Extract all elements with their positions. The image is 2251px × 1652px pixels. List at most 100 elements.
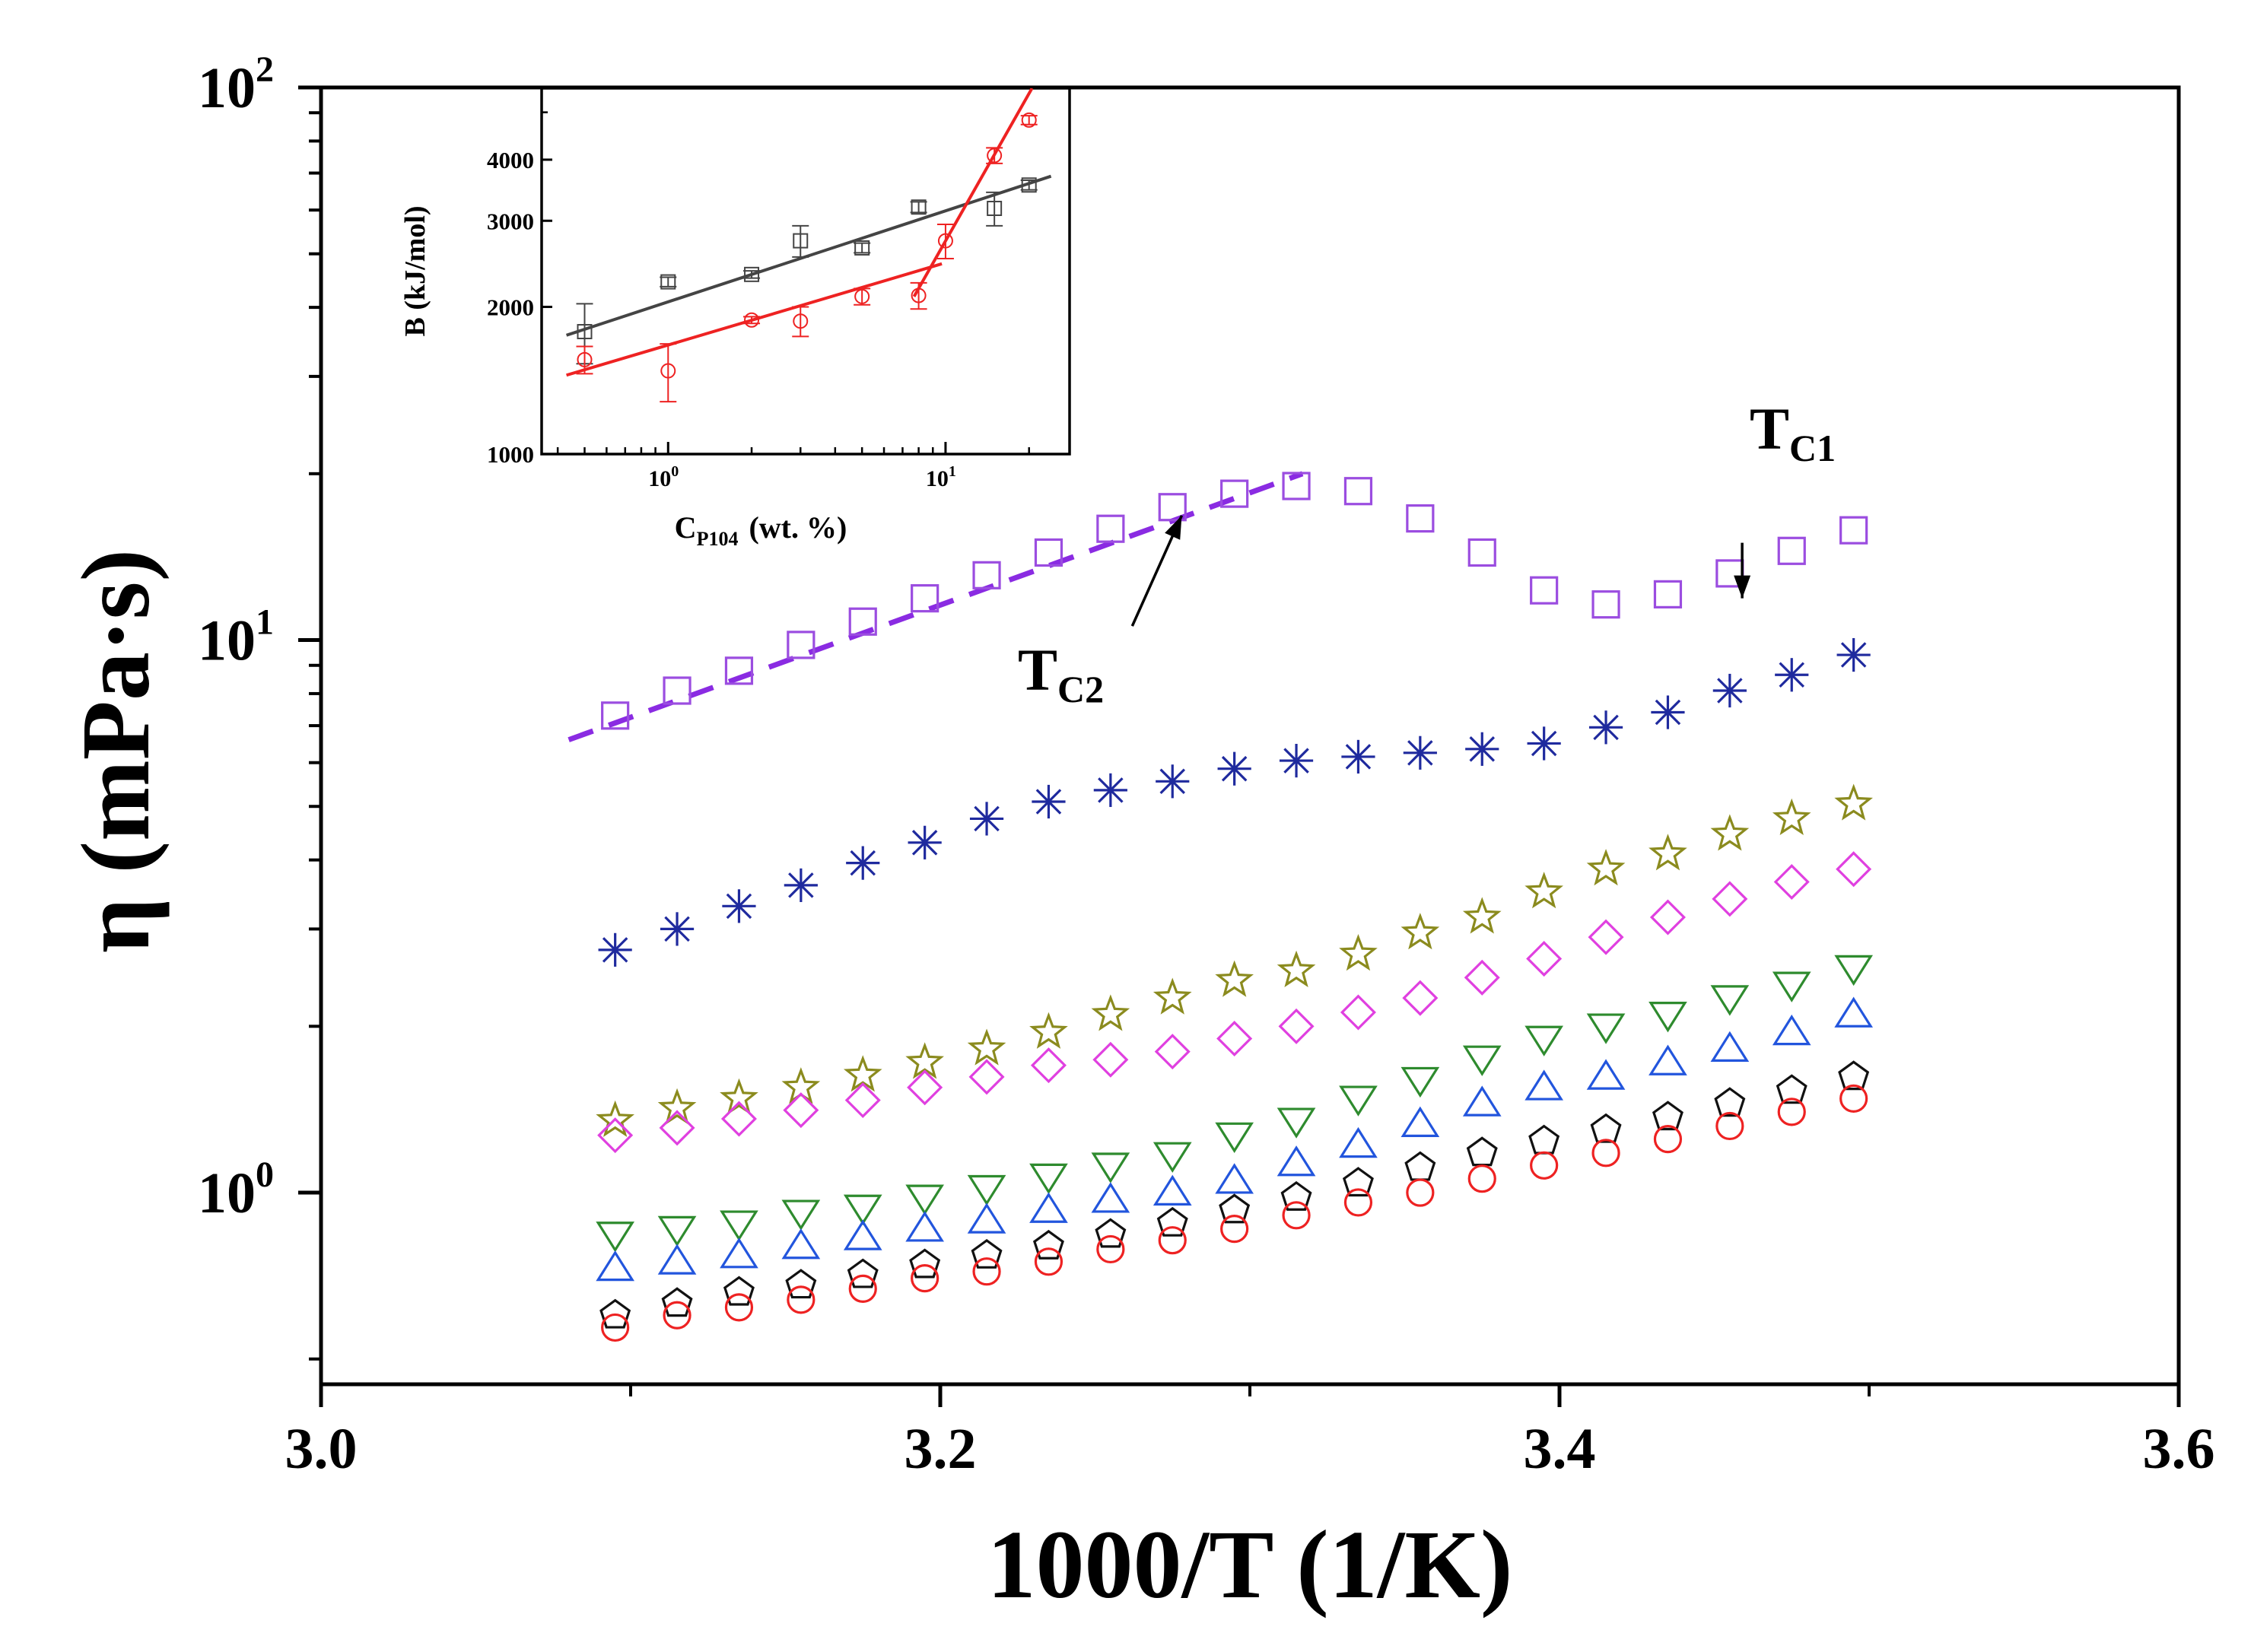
data-point — [1839, 1084, 1868, 1113]
data-point — [1712, 881, 1748, 917]
data-point — [972, 561, 1001, 589]
data-point-stroke — [1531, 730, 1557, 757]
data-point — [1219, 1193, 1251, 1224]
data-point — [969, 802, 1004, 836]
data-point — [1834, 783, 1873, 821]
data-point — [1091, 1182, 1130, 1213]
inset-x-axis-label-main: C — [675, 510, 697, 545]
inset-x-tick-exponent: 1 — [949, 463, 956, 480]
data-point — [660, 274, 676, 290]
data-point-stroke — [1407, 740, 1433, 766]
data-point — [1525, 872, 1563, 909]
data-point — [907, 1069, 943, 1106]
data-point — [972, 1257, 1001, 1286]
data-point — [911, 1263, 940, 1293]
data-point — [577, 324, 593, 340]
inset-y-tick-label: 3000 — [487, 208, 534, 234]
data-point — [1156, 764, 1190, 799]
data-point — [1467, 538, 1496, 567]
data-point — [781, 1067, 821, 1104]
data-point — [1836, 851, 1872, 888]
data-point — [1467, 1164, 1496, 1193]
data-point — [1280, 1180, 1312, 1211]
data-point — [1216, 1021, 1253, 1057]
data-point-stroke — [726, 893, 752, 920]
data-point — [720, 1078, 758, 1115]
data-point — [846, 846, 880, 880]
data-point — [1282, 472, 1311, 500]
data-point — [781, 1199, 821, 1231]
data-point — [1777, 1098, 1806, 1126]
data-point — [847, 1258, 879, 1288]
data-point — [1712, 673, 1747, 708]
data-point — [657, 1215, 697, 1247]
data-point — [1215, 960, 1254, 997]
data-point — [987, 200, 1003, 216]
inset-x-axis-label-suffix: (wt. %) — [749, 510, 847, 545]
data-point — [843, 1194, 882, 1225]
data-point — [596, 1250, 634, 1282]
data-point-stroke — [1159, 768, 1186, 795]
data-point — [1714, 1087, 1746, 1117]
annotation-arrow-head — [1734, 575, 1751, 599]
data-point — [1215, 1122, 1254, 1154]
data-point — [911, 199, 927, 215]
y-tick-label: 102 — [198, 49, 274, 120]
data-point — [1034, 538, 1064, 567]
data-point — [1649, 1002, 1687, 1033]
data-point — [660, 363, 676, 379]
data-point — [968, 1059, 1005, 1095]
data-point — [1339, 1126, 1378, 1158]
data-point — [1591, 590, 1620, 619]
data-point — [1278, 1008, 1315, 1044]
y-tick-exponent: 0 — [256, 1155, 274, 1195]
data-point — [1528, 1124, 1560, 1155]
data-point — [1034, 1247, 1064, 1276]
data-point — [1340, 994, 1376, 1031]
data-point — [1342, 1167, 1374, 1197]
data-point — [1153, 1142, 1192, 1173]
data-point — [1530, 576, 1559, 605]
data-point — [1465, 732, 1499, 766]
inset-series-square — [576, 177, 1038, 365]
y-tick-base: 10 — [198, 609, 256, 673]
inset-x-tick-label: 101 — [926, 463, 956, 491]
data-point — [1341, 739, 1375, 774]
data-point — [1402, 980, 1439, 1016]
data-point — [601, 1313, 630, 1342]
data-point — [1775, 658, 1809, 692]
x-tick-label: 3.0 — [285, 1417, 358, 1481]
data-point — [597, 1117, 634, 1154]
inset-fit-line — [912, 88, 1034, 297]
data-point — [1649, 899, 1686, 936]
data-point — [1773, 864, 1810, 901]
data-point — [724, 1293, 754, 1322]
data-point-stroke — [1840, 642, 1867, 668]
data-point — [783, 1092, 819, 1129]
data-point — [599, 1298, 631, 1329]
series-asterisk — [598, 637, 1871, 967]
data-point — [1021, 112, 1037, 128]
inset-x-tick-label: 100 — [648, 463, 679, 491]
inset-x-axis-label: CP104 (wt. %) — [675, 510, 847, 550]
data-point — [1339, 934, 1378, 971]
x-tick-label: 3.4 — [1524, 1417, 1596, 1481]
tc1-label-main: T — [1750, 396, 1789, 462]
data-point — [1401, 1106, 1440, 1137]
data-point — [596, 1222, 634, 1253]
data-point — [577, 351, 593, 367]
data-point-stroke — [850, 850, 876, 876]
data-point — [905, 1184, 944, 1215]
inset-x-tick-base: 10 — [648, 466, 671, 491]
data-point — [1029, 1012, 1068, 1049]
data-point-stroke — [911, 830, 938, 856]
data-point — [844, 1082, 881, 1119]
x-tick-label: 3.2 — [905, 1417, 977, 1481]
data-point — [1156, 1206, 1188, 1237]
data-point — [1652, 1101, 1683, 1131]
data-point — [723, 1276, 755, 1306]
data-point — [1462, 1045, 1502, 1076]
y-tick-base: 10 — [198, 56, 256, 120]
